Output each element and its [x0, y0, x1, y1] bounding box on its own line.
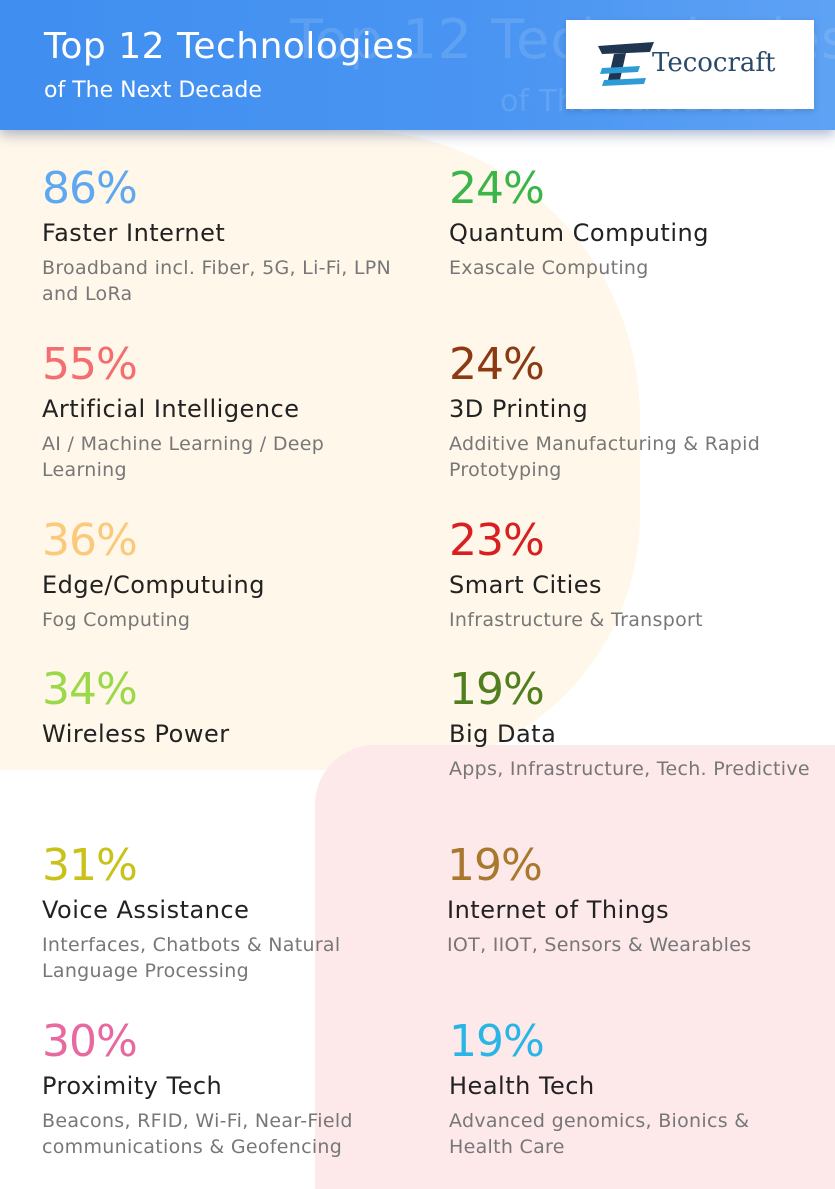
technology-description: Additive Manufacturing & Rapid Prototypi… — [449, 433, 761, 481]
technology-description: Exascale Computing — [449, 257, 649, 279]
technology-description: Infrastructure & Transport — [449, 609, 703, 631]
technology-percent: 19% — [447, 840, 543, 891]
technology-description: Interfaces, Chatbots & Natural Language … — [42, 934, 341, 982]
technology-percent: 23% — [449, 515, 545, 566]
technology-item: 30% Proximity Tech Beacons, RFID, Wi-Fi, N… — [42, 1018, 412, 1160]
technology-name: Voice Assistance — [42, 896, 250, 924]
technology-percent: 55% — [42, 339, 138, 390]
technology-percent: 86% — [42, 163, 138, 214]
tecocraft-logo-icon — [598, 42, 654, 86]
technology-percent: 34% — [42, 664, 138, 715]
technology-name: Internet of Things — [447, 896, 670, 924]
technology-percent: 24% — [449, 163, 545, 214]
brand-logo: Tecocraft — [566, 20, 814, 109]
technology-description: Beacons, RFID, Wi-Fi, Near-Field communi… — [42, 1110, 353, 1158]
header-banner: Top 12 Technologies of The Next Decade T… — [0, 0, 835, 130]
technology-percent: 31% — [42, 840, 138, 891]
technology-name: Artificial Intelligence — [42, 395, 300, 423]
technology-name: Quantum Computing — [449, 219, 709, 247]
technology-item: 19% Internet of Things IOT, IIOT, Sensors … — [447, 842, 817, 958]
background-shape-cream — [0, 130, 640, 770]
technology-item: 24% 3D Printing Additive Manufacturing & R… — [449, 341, 819, 483]
technology-percent: 19% — [449, 664, 545, 715]
technology-item: 86% Faster Internet Broadband incl. Fiber,… — [42, 165, 412, 307]
technology-item: 36% Edge/Computuing Fog Computing — [42, 517, 412, 633]
technology-name: Smart Cities — [449, 571, 602, 599]
technology-description: Apps, Infrastructure, Tech. Predictive — [449, 758, 810, 780]
technology-name: Wireless Power — [42, 720, 230, 748]
technology-description: Fog Computing — [42, 609, 191, 631]
technology-item: 24% Quantum Computing Exascale Computing — [449, 165, 819, 281]
technology-description: AI / Machine Learning / Deep Learning — [42, 433, 325, 481]
technology-name: Health Tech — [449, 1072, 595, 1100]
technology-item: 23% Smart Cities Infrastructure & Transpor… — [449, 517, 819, 633]
technology-item: 55% Artificial Intelligence AI / Machine L… — [42, 341, 412, 483]
page-title: Top 12 Technologies — [44, 26, 415, 67]
technology-percent: 36% — [42, 515, 138, 566]
page-subtitle: of The Next Decade — [44, 78, 262, 103]
technology-description: IOT, IIOT, Sensors & Wearables — [447, 934, 752, 956]
technology-name: Faster Internet — [42, 219, 226, 247]
technology-item: 31% Voice Assistance Interfaces, Chatbots … — [42, 842, 412, 984]
technology-name: Big Data — [449, 720, 557, 748]
technology-description: Broadband incl. Fiber, 5G, Li-Fi, LPN an… — [42, 257, 392, 305]
technology-percent: 19% — [449, 1016, 545, 1067]
technology-name: Edge/Computuing — [42, 571, 265, 599]
technology-item: 34% Wireless Power — [42, 664, 412, 749]
background-shape-pink — [315, 745, 835, 1189]
logo-wordmark: Tecocraft — [652, 48, 776, 78]
technology-name: 3D Printing — [449, 395, 589, 423]
technology-name: Proximity Tech — [42, 1072, 223, 1100]
technology-description: Advanced genomics, Bionics & Health Care — [449, 1110, 750, 1158]
technology-item: 19% Big Data Apps, Infrastructure, Tech. P… — [449, 666, 819, 782]
technology-percent: 30% — [42, 1016, 138, 1067]
technology-item: 19% Health Tech Advanced genomics, Bionics… — [449, 1018, 819, 1160]
technology-percent: 24% — [449, 339, 545, 390]
